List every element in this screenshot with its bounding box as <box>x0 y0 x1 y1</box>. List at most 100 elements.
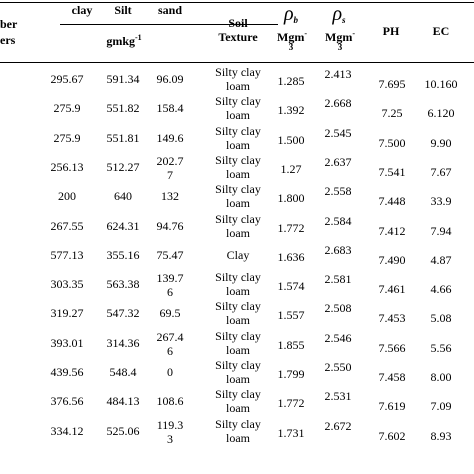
texture-cell-wrap: loam <box>226 108 250 123</box>
rho-b-cell: 1.557 <box>277 308 305 323</box>
texture-cell-wrap: loam <box>226 313 250 328</box>
ph-cell: 7.461 <box>378 282 406 297</box>
header-rho-s-unit-3: 3 <box>337 42 343 52</box>
clay-cell: 334.12 <box>50 423 84 438</box>
rho-s-cell: 2.545 <box>324 125 352 140</box>
rho-b-cell: 1.800 <box>277 191 305 206</box>
texture-cell: Silty clay <box>215 387 261 402</box>
header-ph: PH <box>382 24 400 38</box>
header-bottom-rule <box>0 62 474 63</box>
rho-s-cell: 2.668 <box>324 96 352 111</box>
silt-cell: 640 <box>114 189 132 204</box>
clay-cell: 439.56 <box>50 365 84 379</box>
ph-cell: 7.453 <box>378 311 406 326</box>
texture-cell-wrap: loam <box>226 372 250 386</box>
texture-cell-wrap: loam <box>226 137 250 152</box>
ph-cell: 7.448 <box>378 194 406 209</box>
ec-cell: 6.120 <box>427 106 455 121</box>
texture-cell: Silty clay <box>215 94 261 109</box>
sand-cell-wrap: 6 <box>167 343 173 358</box>
clay-cell: 275.9 <box>53 130 81 145</box>
sand-cell: 267.4 <box>156 329 184 344</box>
header-rho-s-unit: Mgm- <box>325 29 355 44</box>
header-rho-b: ρb <box>283 3 299 25</box>
ec-cell: 7.94 <box>430 223 452 238</box>
header-silt: Silt <box>114 3 132 17</box>
silt-cell: 484.13 <box>106 394 140 409</box>
header-clay: clay <box>71 3 93 17</box>
ph-cell: 7.619 <box>378 399 406 414</box>
ec-cell: 33.9 <box>430 194 452 209</box>
clay-cell: 577.13 <box>50 247 84 262</box>
clay-cell: 256.13 <box>50 159 84 174</box>
texture-cell-wrap: loam <box>226 196 250 211</box>
ec-cell: 5.56 <box>430 340 452 355</box>
sand-cell: 69.5 <box>159 306 181 321</box>
texture-cell: Silty clay <box>215 358 261 372</box>
rho-s-cell: 2.637 <box>324 154 352 169</box>
texture-cell-wrap: loam <box>226 166 250 181</box>
clay-cell: 200 <box>58 189 76 204</box>
rho-s-cell: 2.581 <box>324 272 352 287</box>
texture-cell: Silty clay <box>215 182 261 197</box>
texture-cell: Silty clay <box>215 211 261 226</box>
rho-b-cell: 1.574 <box>277 279 305 294</box>
sand-cell: 94.76 <box>156 218 184 233</box>
rho-b-cell: 1.731 <box>277 425 305 440</box>
rho-s-cell: 2.683 <box>324 242 352 257</box>
header-soil: Soil <box>228 16 248 30</box>
rho-b-cell: 1.27 <box>280 161 302 176</box>
texture-cell: Silty clay <box>215 65 261 79</box>
rho-s-cell: 2.413 <box>324 67 352 81</box>
clay-cell: 376.56 <box>50 394 84 409</box>
rho-s-cell: 2.584 <box>324 213 352 228</box>
sand-cell-wrap: 3 <box>167 431 173 446</box>
ec-cell: 8.00 <box>430 370 452 384</box>
clay-cell: 319.27 <box>50 306 84 321</box>
header-rho-b-unit-3: 3 <box>288 42 294 52</box>
rho-s-cell: 2.558 <box>324 184 352 199</box>
ph-cell: 7.500 <box>378 135 406 150</box>
rho-s-cell: 2.550 <box>324 360 352 374</box>
clay-cell: 267.55 <box>50 218 84 233</box>
header-texture: Texture <box>218 30 258 44</box>
sand-cell: 139.7 <box>156 271 184 286</box>
clay-cell: 303.35 <box>50 277 84 292</box>
sand-cell: 132 <box>161 189 179 204</box>
silt-cell: 548.4 <box>109 365 137 379</box>
header-col0-bottom: ers <box>0 33 16 47</box>
rho-s-cell: 2.672 <box>324 418 352 433</box>
ph-cell: 7.412 <box>378 223 406 238</box>
ph-cell: 7.490 <box>378 252 406 267</box>
header-col0-top: ber <box>0 17 18 31</box>
header-unit: gmkg-1 <box>106 33 142 48</box>
rho-s-cell: 2.546 <box>324 330 352 345</box>
ph-cell: 7.25 <box>381 106 403 121</box>
sand-cell: 158.4 <box>156 101 184 116</box>
silt-cell: 314.36 <box>106 335 140 350</box>
texture-cell-wrap: loam <box>226 342 250 357</box>
texture-cell: Silty clay <box>215 123 261 138</box>
header-ec: EC <box>432 24 450 38</box>
sand-cell-wrap: 6 <box>167 285 173 300</box>
clay-cell: 393.01 <box>50 335 84 350</box>
silt-cell: 624.31 <box>106 218 140 233</box>
rho-s-cell: 2.531 <box>324 389 352 404</box>
silt-cell: 591.34 <box>106 72 140 86</box>
rho-b-cell: 1.636 <box>277 249 305 264</box>
ph-cell: 7.541 <box>378 164 406 179</box>
ph-cell: 7.602 <box>378 428 406 443</box>
table-top-rule <box>0 2 474 3</box>
rho-b-cell: 1.772 <box>277 396 305 411</box>
texture-cell-wrap: loam <box>226 430 250 445</box>
rho-b-cell: 1.285 <box>277 74 305 88</box>
ph-cell: 7.458 <box>378 370 406 384</box>
sand-cell-wrap: 7 <box>167 167 173 182</box>
ec-cell: 7.09 <box>430 399 452 414</box>
silt-cell: 563.38 <box>106 277 140 292</box>
texture-cell-wrap: loam <box>226 225 250 240</box>
rho-b-cell: 1.500 <box>277 132 305 147</box>
ec-cell: 5.08 <box>430 311 452 326</box>
rho-b-cell: 1.772 <box>277 220 305 235</box>
texture-cell: Silty clay <box>215 270 261 285</box>
